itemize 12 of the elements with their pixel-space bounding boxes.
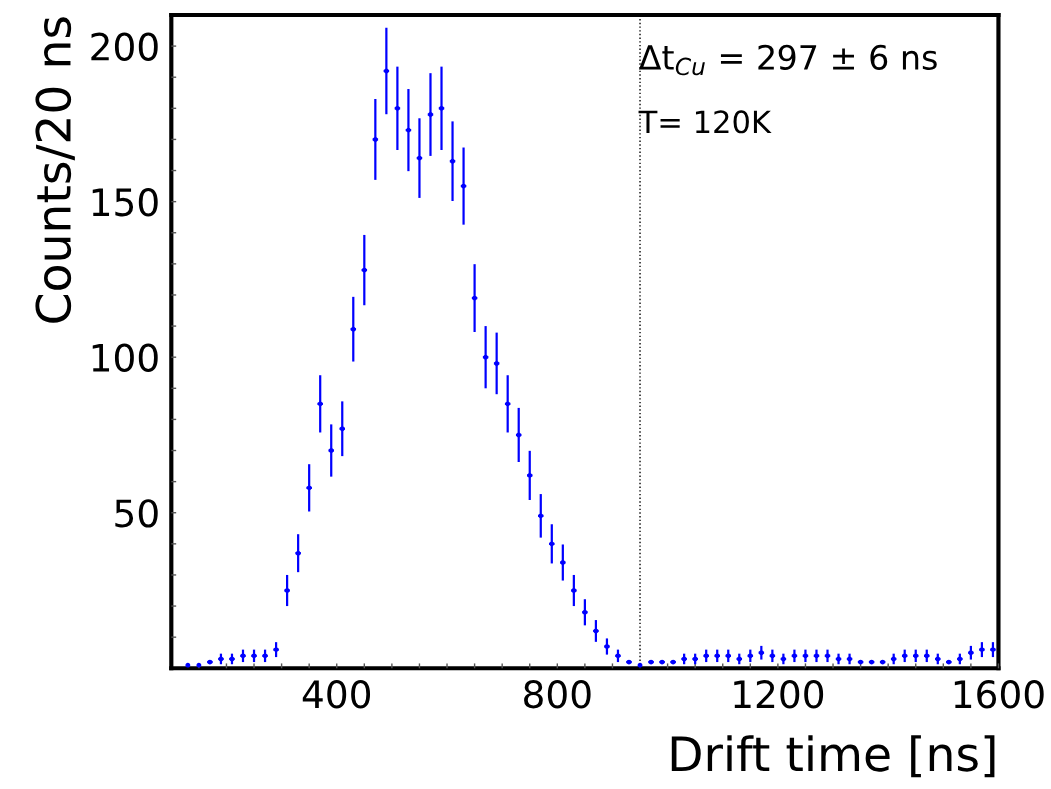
- annotation: T= 120K: [638, 110, 772, 134]
- x-axis-title: Drift time [ns]: [671, 735, 995, 778]
- y-tick-label: 150: [92, 188, 158, 217]
- x-tick-label: 800: [524, 680, 591, 709]
- y-axis-title: Counts/20 ns: [35, 17, 75, 323]
- y-tick-label: 200: [91, 32, 158, 61]
- y-tick-label: 100: [92, 343, 158, 372]
- y-tick-label: 50: [115, 499, 158, 528]
- x-tick-label: 1200: [734, 680, 824, 709]
- x-tick-label: 1600: [954, 680, 1044, 709]
- x-tick-label: 400: [302, 680, 371, 709]
- annotation: Δt$_{Cu}$ = 297 ± 6 ns: [638, 44, 937, 76]
